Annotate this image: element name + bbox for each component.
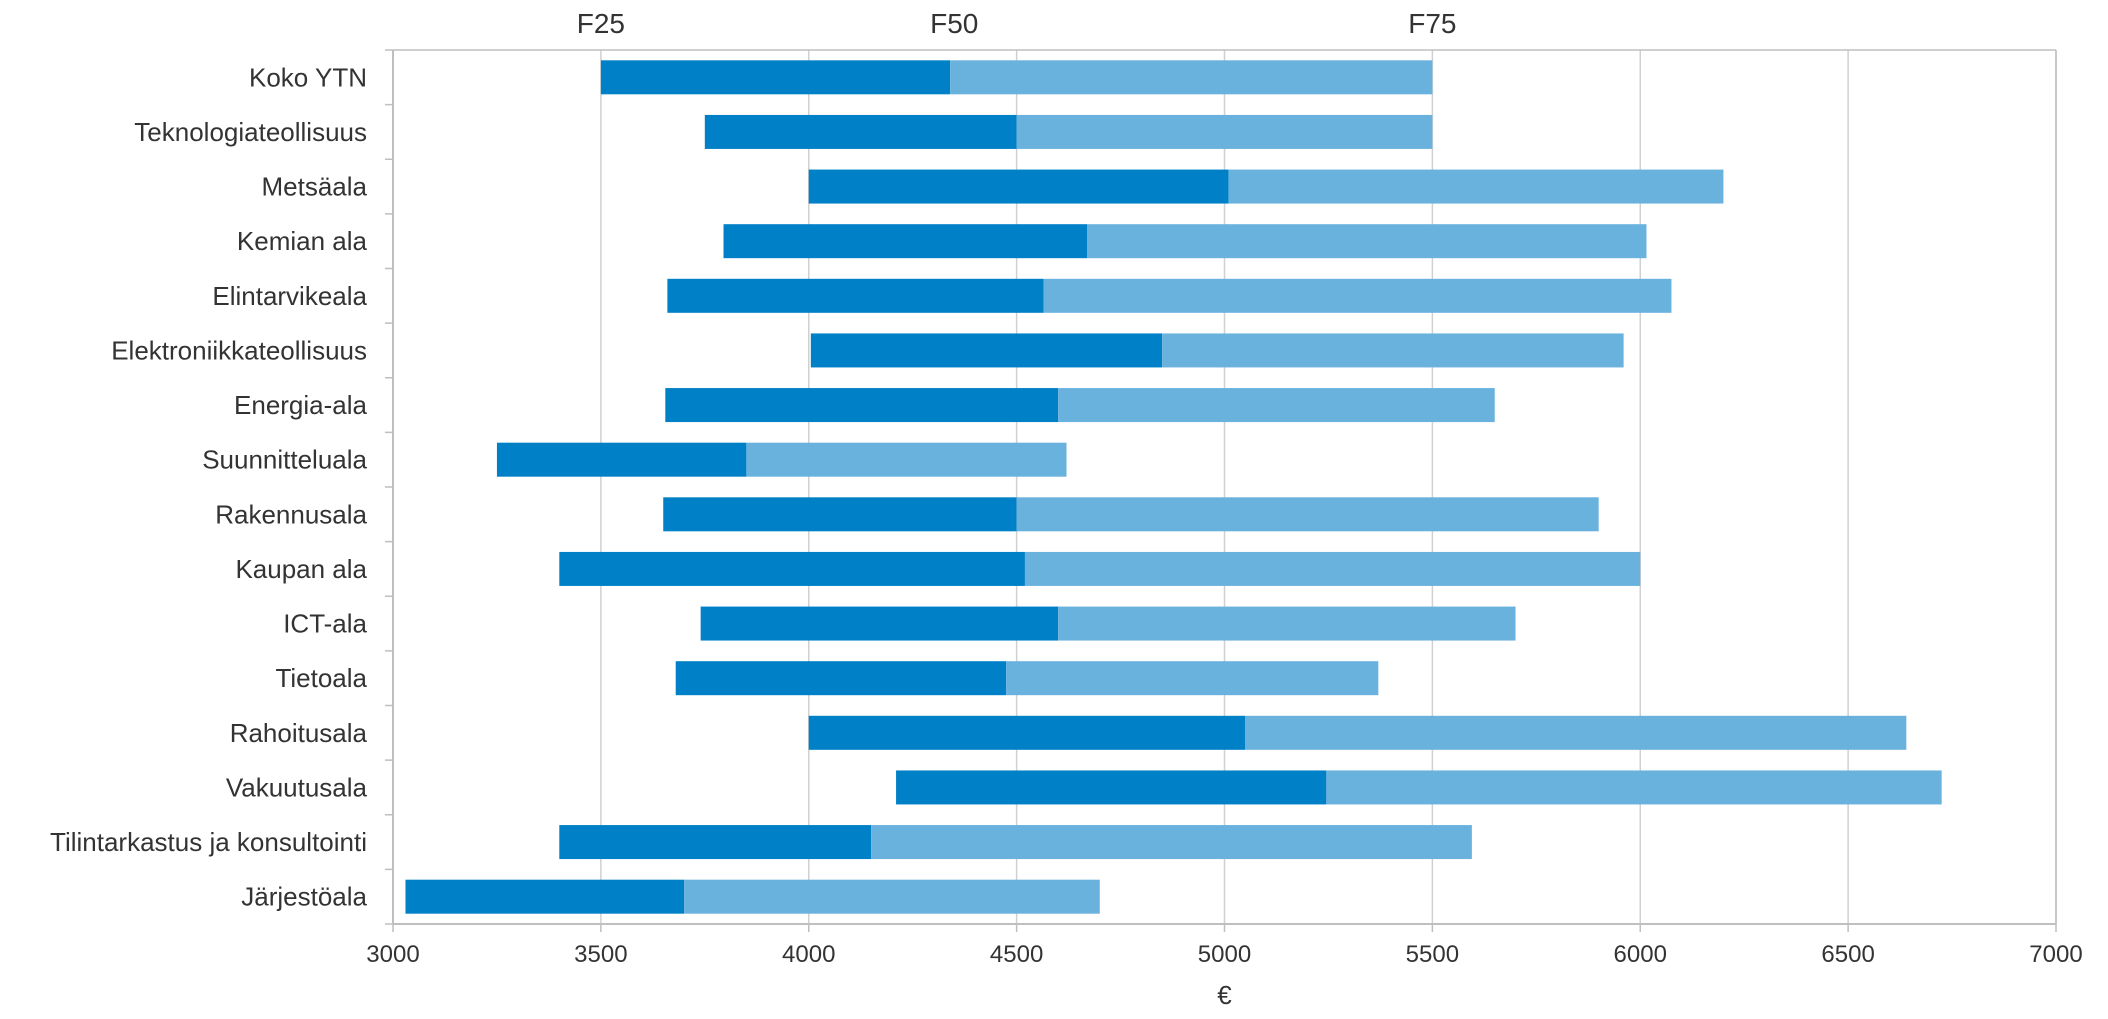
bar-upper-1 [1016, 114, 1433, 149]
bar-lower-13 [896, 770, 1327, 805]
category-label: Suunnitteluala [202, 445, 367, 475]
bar-upper-14 [871, 825, 1472, 860]
bar-lower-8 [663, 497, 1017, 532]
annotation-f50: F50 [930, 8, 978, 39]
category-label: Järjestöala [241, 882, 367, 912]
category-label: Koko YTN [249, 62, 367, 92]
category-label: ICT-ala [283, 609, 367, 639]
bar-lower-7 [496, 442, 747, 477]
axes [385, 49, 2057, 932]
bar-upper-9 [1024, 551, 1641, 586]
bar-upper-12 [1245, 715, 1907, 750]
bar-lower-11 [675, 661, 1007, 696]
x-axis-label: € [1217, 980, 1232, 1010]
bar-lower-5 [810, 333, 1163, 368]
bar-lower-15 [405, 879, 685, 914]
bar-lower-6 [665, 388, 1059, 423]
bar-upper-15 [684, 879, 1100, 914]
bar-upper-0 [950, 60, 1433, 95]
x-tick-label: 3500 [574, 941, 627, 968]
bar-lower-3 [723, 224, 1088, 259]
category-label: Tilintarkastus ja konsultointi [50, 827, 367, 857]
bar-lower-9 [559, 551, 1025, 586]
category-label: Energia-ala [234, 390, 368, 420]
x-tick-label: 5500 [1406, 941, 1459, 968]
bar-upper-3 [1087, 224, 1647, 259]
bar-lower-4 [667, 278, 1044, 313]
bar-upper-4 [1043, 278, 1672, 313]
x-tick-label: 5000 [1198, 941, 1251, 968]
bar-upper-2 [1228, 169, 1724, 204]
labels: 3000 3500 4000 4500 5000 5500 6000 6500 7000 Koko… [50, 8, 2083, 1010]
bar-upper-13 [1326, 770, 1942, 805]
bar-lower-1 [704, 114, 1017, 149]
category-label: Vakuutusala [226, 772, 368, 802]
annotation-f25: F25 [577, 8, 625, 39]
bar-upper-5 [1162, 333, 1624, 368]
category-label: Rahoitusala [230, 718, 368, 748]
bar-upper-8 [1016, 497, 1599, 532]
category-label: Metsäala [262, 172, 368, 202]
bar-lower-14 [559, 825, 872, 860]
category-label: Rakennusala [215, 499, 367, 529]
x-tick-label: 4000 [782, 941, 835, 968]
bar-upper-6 [1058, 388, 1495, 423]
annotation-f75: F75 [1408, 8, 1456, 39]
category-label: Kaupan ala [235, 554, 367, 584]
bars [405, 60, 1942, 914]
category-label: Elintarvikeala [212, 281, 367, 311]
bar-lower-0 [600, 60, 951, 95]
category-label: Kemian ala [237, 226, 368, 256]
category-label: Teknologiateollisuus [134, 117, 367, 147]
x-tick-label: 3000 [366, 941, 419, 968]
x-tick-label: 4500 [990, 941, 1043, 968]
bar-lower-10 [700, 606, 1059, 641]
bar-upper-11 [1006, 661, 1379, 696]
bar-upper-7 [746, 442, 1067, 477]
bar-lower-12 [808, 715, 1246, 750]
x-tick-label: 6500 [1821, 941, 1874, 968]
bar-lower-2 [808, 169, 1229, 204]
category-label: Elektroniikkateollisuus [111, 335, 367, 365]
x-tick-label: 6000 [1614, 941, 1667, 968]
bar-upper-10 [1058, 606, 1516, 641]
category-label: Tietoala [275, 663, 367, 693]
x-tick-label: 7000 [2029, 941, 2082, 968]
